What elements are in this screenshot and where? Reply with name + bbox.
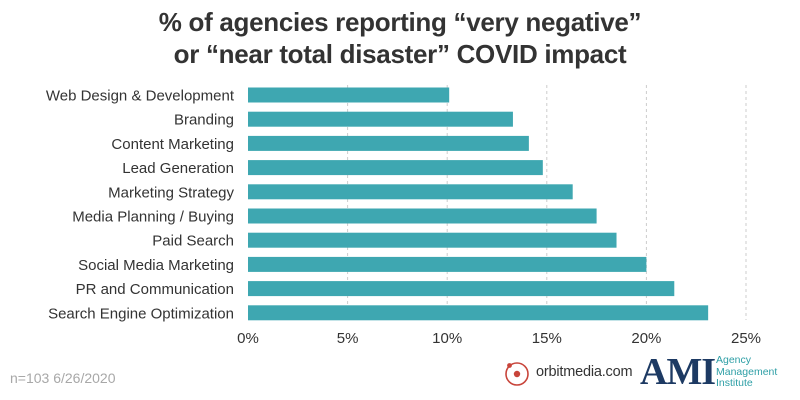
category-label: Search Engine Optimization [48,305,234,322]
bar [248,256,647,272]
x-tick-label: 5% [337,330,359,347]
x-tick-label: 20% [631,330,661,347]
bar [248,160,543,176]
category-label: Media Planning / Buying [72,209,234,226]
bar [248,208,597,224]
chart-title: % of agencies reporting “very negative” … [0,6,800,70]
ami-word-institute: Institute [716,377,753,389]
sample-footnote: n=103 6/26/2020 [10,370,116,386]
chart-title-line-1: % of agencies reporting “very negative” [158,7,642,37]
bar [248,232,617,248]
category-label: Web Design & Development [46,88,235,105]
category-label: PR and Communication [76,281,234,298]
chart-title-line-2: or “near total disaster” COVID impact [173,39,627,69]
bar [248,111,513,127]
ami-logo-letters: AMI [640,351,716,393]
category-label: Content Marketing [111,136,234,153]
ami-logo: AMI Agency Management Institute [640,352,792,396]
bar [248,281,675,297]
bar [248,135,529,151]
orbitmedia-logo-text: orbitmedia.com [536,364,633,380]
category-label: Lead Generation [122,160,234,177]
ami-word-management: Management [716,365,778,378]
bars [248,87,709,321]
category-label: Paid Search [152,233,234,250]
bar [248,305,709,321]
category-label: Marketing Strategy [108,184,234,201]
bar [248,184,573,200]
x-tick-label: 0% [237,330,259,347]
category-labels: Web Design & Development Branding Content … [46,88,235,323]
x-tick-label: 15% [532,330,562,347]
category-label: Branding [174,112,234,129]
x-tick-labels: 0% 5% 10% 15% 20% 25% [237,330,761,347]
x-tick-label: 25% [731,330,761,347]
ami-logo-words: Agency Management Institute [716,354,778,390]
orbitmedia-logo: orbitmedia.com [502,358,633,388]
bar [248,87,450,103]
x-tick-label: 10% [432,330,462,347]
category-label: Social Media Marketing [78,257,234,274]
ami-word-agency: Agency [716,354,752,366]
orbit-icon [505,362,529,386]
